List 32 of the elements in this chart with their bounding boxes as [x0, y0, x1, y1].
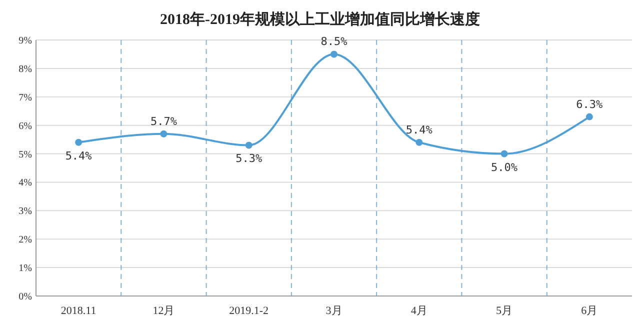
y-tick-label: 7% [18, 92, 32, 104]
x-tick-label: 2019.1-2 [229, 305, 269, 317]
text: 8.5% [320, 35, 348, 48]
x-tick-label: 2018.11 [60, 305, 96, 317]
text: 6.3% [576, 98, 603, 111]
point [245, 142, 252, 149]
x-tick-label: 3月 [326, 305, 342, 317]
x-tick-label: 4月 [410, 305, 428, 317]
chart-title: 2018年-2019年规模以上工业增加值同比增长速度 [160, 10, 480, 28]
text: 5.4% [65, 149, 92, 162]
x-tick-label: 12月 [152, 305, 175, 317]
y-tick-label: 3% [18, 206, 32, 218]
y-tick-label: 0% [18, 292, 32, 302]
y-tick-label: 9% [18, 36, 32, 46]
text: 5.3% [236, 152, 262, 166]
y-tick-label: 5% [18, 149, 32, 160]
text: 5.0% [491, 160, 518, 174]
point [416, 138, 423, 146]
point [330, 50, 338, 58]
y-tick-label: 1% [18, 263, 32, 274]
point [586, 113, 593, 120]
x-tick-label: 6月 [581, 305, 598, 317]
y-tick-label: 8% [18, 64, 32, 75]
y-tick-label: 4% [18, 178, 32, 189]
y-tick-label: 6% [18, 120, 32, 132]
point [75, 138, 82, 146]
x-tick-label: 5月 [496, 305, 513, 317]
text: 5.4% [406, 123, 432, 136]
point [500, 150, 508, 158]
point [160, 130, 168, 138]
text: 5.7% [150, 114, 177, 128]
y-tick-label: 2% [18, 234, 32, 246]
